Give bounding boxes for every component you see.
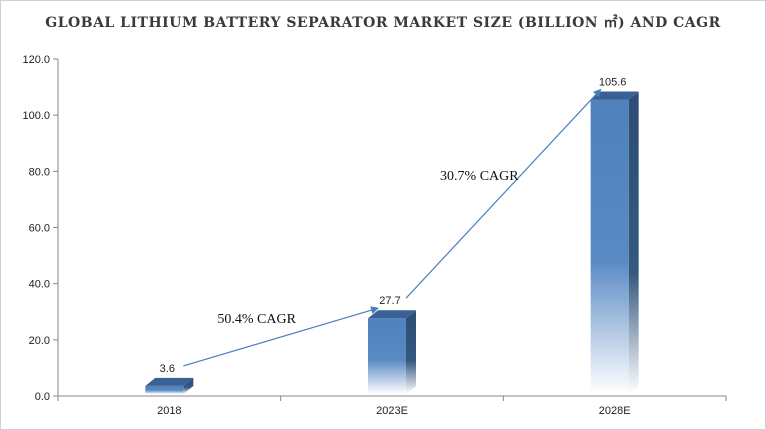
y-tick-label: 60.0: [29, 223, 50, 235]
x-tick-label: 2023E: [376, 405, 408, 417]
bar-side: [628, 91, 639, 394]
bar-front: [590, 99, 629, 394]
x-tick-label: 2028E: [599, 405, 631, 417]
data-label: 105.6: [599, 76, 627, 88]
y-tick-label: 80.0: [29, 166, 50, 178]
cagr-label: 50.4% CAGR: [217, 312, 296, 327]
cagr-label: 30.7% CAGR: [440, 169, 519, 184]
bar-front: [368, 318, 406, 394]
data-label: 3.6: [160, 363, 175, 375]
bar-top: [368, 310, 416, 319]
data-label: 27.7: [379, 295, 400, 307]
bar-2028E: 105.6: [590, 76, 639, 394]
bar-2023E: 27.7: [368, 295, 416, 394]
bar-front: [145, 385, 184, 394]
y-tick-label: 120.0: [22, 54, 50, 66]
bar-side: [183, 377, 194, 394]
y-tick-label: 100.0: [22, 110, 50, 122]
cagr-arrow: [183, 306, 379, 367]
cagr-annotations: 50.4% CAGR 30.7% CAGR: [183, 88, 602, 367]
bar-top: [590, 91, 639, 100]
axes: 0.0 20.0 40.0 60.0 80.0 100.0 120.0 2018 2023E 20…: [22, 54, 727, 417]
y-tick-label: 20.0: [29, 335, 50, 347]
bar-2018: 3.6: [145, 363, 194, 394]
y-tick-label: 0.0: [35, 391, 50, 403]
cagr-arrow: [405, 88, 602, 299]
bars: 3.6 27.7 105.6: [145, 76, 639, 394]
x-tick-label: 2018: [157, 405, 181, 417]
y-tick-label: 40.0: [29, 279, 50, 291]
bar-side: [406, 310, 416, 394]
bar-top: [145, 377, 194, 386]
chart-title: GLOBAL LITHIUM BATTERY SEPARATOR MARKET …: [45, 14, 721, 31]
